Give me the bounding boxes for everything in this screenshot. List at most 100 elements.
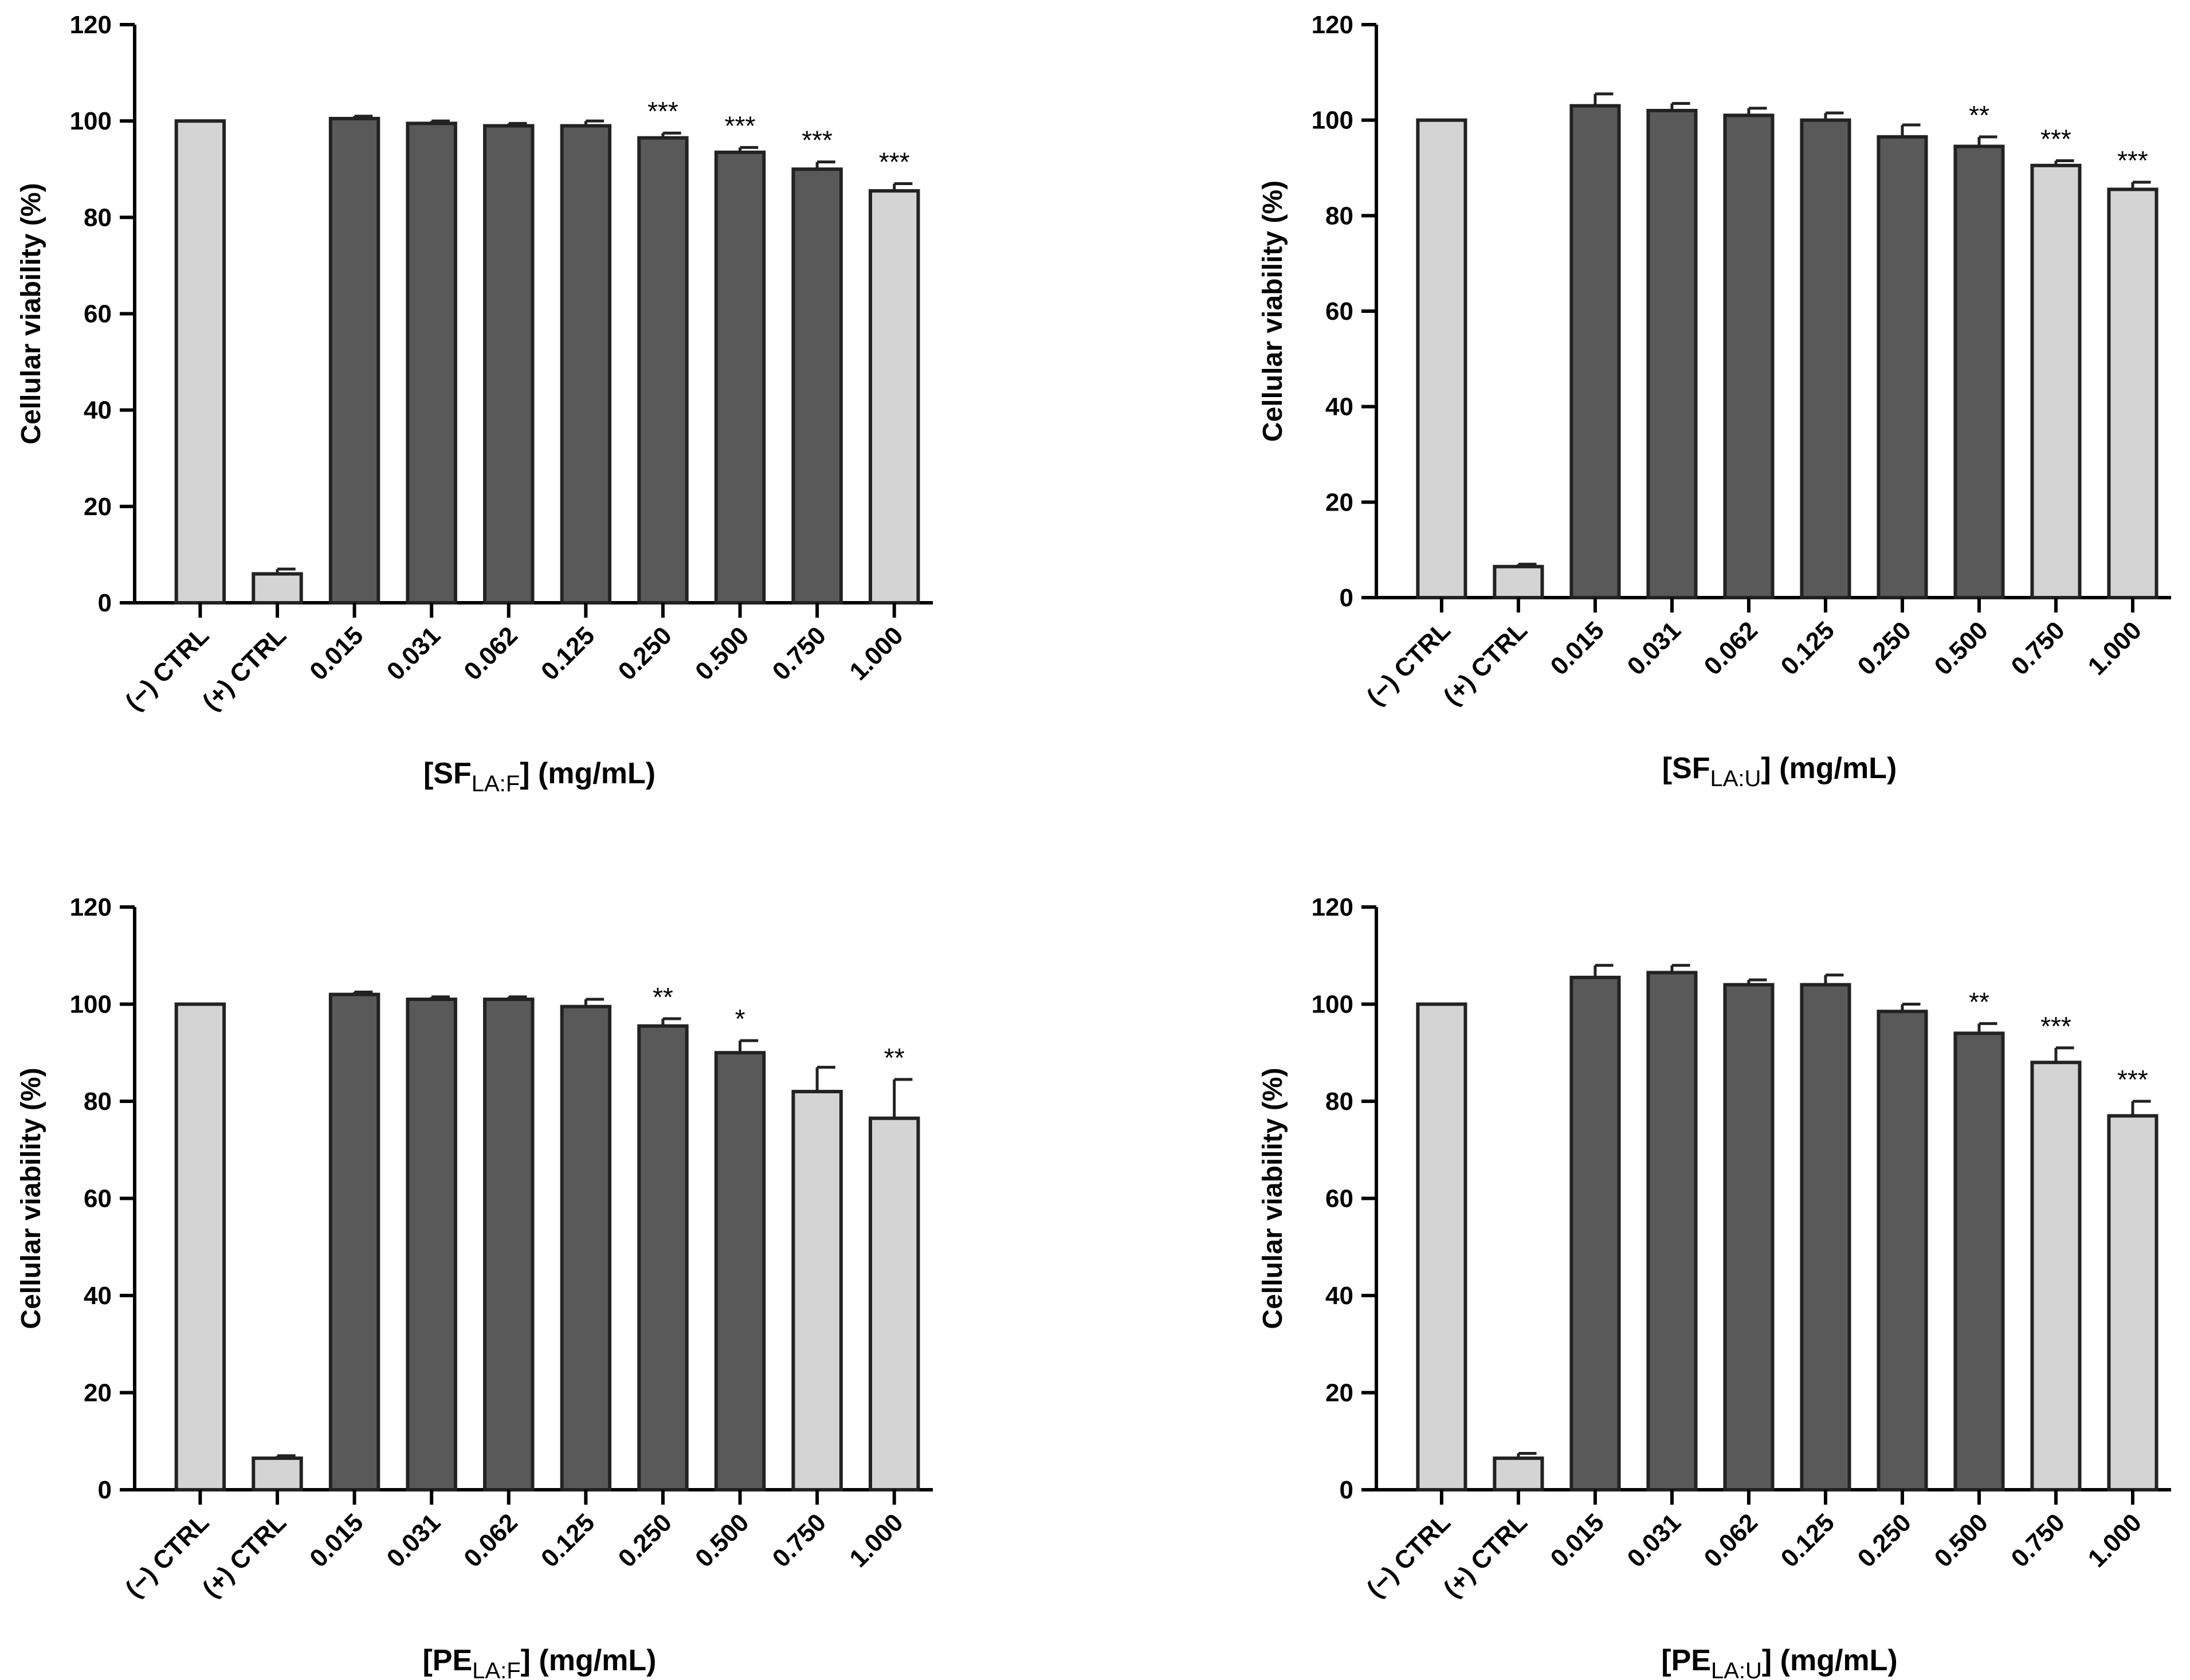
x-tick-label: 0.250 [1853,1508,1917,1573]
y-tick-label: 60 [84,300,112,328]
x-axis-label-main: [PE [1661,1644,1711,1677]
significance-label: ** [653,982,673,1012]
y-axis-label: Cellular viability (%) [1258,180,1288,442]
x-tick-label: 0.015 [304,1508,369,1573]
x-axis-label: [SFLA:F] (mg/mL) [423,757,656,796]
y-axis-label: Cellular viability (%) [1258,1067,1288,1329]
x-tick-label: (+) CTRL [197,1508,292,1603]
x-tick-label: 0.500 [690,1508,755,1573]
x-tick-label: 0.015 [304,621,369,686]
y-tick-label: 40 [84,1282,112,1310]
bar [1493,564,1544,599]
significance-label: *** [879,147,910,176]
y-tick-label: 100 [1312,991,1353,1019]
y-tick-label: 120 [70,11,112,39]
bar [1953,1031,2005,1492]
bar [560,124,612,605]
x-axis-label: [SFLA:U] (mg/mL) [1662,752,1897,791]
x-tick-label: (−) CTRL [120,1508,214,1603]
x-tick-label: 0.750 [2006,616,2071,681]
x-tick-label: (−) CTRL [120,621,214,716]
x-tick-label: 0.062 [1699,1508,1764,1573]
x-tick-label: 0.125 [536,1508,601,1573]
bar [406,121,457,605]
bar [1723,113,1775,600]
chart-svg: 0 20 40 60 80 100 120 Cellular viability (%) (−)… [1258,893,2171,1680]
y-tick-label: 0 [1340,584,1353,612]
x-tick-label: 0.031 [382,621,446,686]
x-tick-label: 0.015 [1545,1508,1610,1573]
bar [1569,975,1621,1491]
x-tick-label: 0.031 [1622,616,1687,681]
chart-svg: 0 20 40 60 80 100 120 Cellular viability (%) (−)… [1258,11,2171,791]
x-axis-label-subscript: LA:U [1710,766,1761,791]
y-tick-label: 120 [1312,893,1353,921]
bar [1877,135,1928,600]
bar [252,1456,303,1491]
x-axis-label-subscript: LA:F [472,771,520,796]
y-tick-label: 80 [84,203,112,231]
bar [483,998,535,1491]
x-tick-label: (−) CTRL [1361,616,1456,711]
bar [483,124,535,605]
y-tick-label: 0 [1340,1476,1353,1504]
x-tick-label: 0.750 [767,621,832,686]
bar [868,1116,920,1492]
bar [1416,118,1467,599]
bar [637,1024,689,1491]
x-tick-label: (+) CTRL [1438,616,1533,711]
y-tick-label: 120 [1312,11,1353,39]
chart-panel-pe-la-f: 0 20 40 60 80 100 120 Cellular viability (%) (−)… [0,840,1095,1680]
x-tick-label: 1.000 [844,1508,909,1573]
bar [2030,1061,2082,1491]
significance-label: ** [1969,987,1989,1016]
x-tick-label: 0.062 [458,1508,523,1573]
significance-label: *** [2040,124,2071,154]
y-tick-label: 100 [70,991,112,1019]
significance-label: *** [802,125,833,155]
y-tick-label: 20 [84,493,112,521]
chart-svg: 0 20 40 60 80 100 120 Cellular viability (%) (−)… [16,11,933,796]
x-tick-label: 1.000 [844,621,909,686]
x-tick-label: 0.500 [690,621,755,686]
y-tick-label: 60 [1325,1185,1353,1213]
x-tick-label: 0.250 [613,1508,678,1573]
y-tick-label: 80 [1325,1088,1353,1116]
bar [252,572,303,605]
y-tick-label: 40 [84,397,112,425]
x-tick-label: 0.500 [1929,616,1994,681]
x-tick-label: 0.250 [613,621,678,686]
bar [2107,1114,2158,1491]
x-tick-label: (+) CTRL [197,621,292,716]
bar [1569,104,1621,599]
y-tick-label: 40 [1325,393,1353,421]
bar [1800,118,1851,599]
y-tick-label: 20 [1325,488,1353,516]
x-axis-label-rest: ] (mg/mL) [520,757,656,790]
x-tick-label: (+) CTRL [1438,1508,1533,1603]
x-axis-label: [PELA:U] (mg/mL) [1661,1644,1897,1680]
bar [328,116,380,605]
x-axis-label-main: [SF [423,757,472,790]
bar [637,136,689,605]
x-axis-label-subscript: LA:U [1711,1658,1762,1680]
bar [868,189,920,605]
bar [1953,144,2005,599]
y-tick-label: 0 [98,589,112,617]
significance-label: * [735,1004,745,1034]
y-tick-label: 80 [1325,202,1353,230]
chart-panel-sf-la-u: 0 20 40 60 80 100 120 Cellular viability (%) (−)… [1095,0,2190,840]
bar [1416,1002,1467,1491]
x-tick-label: 0.062 [458,621,523,686]
x-tick-label: 0.031 [1622,1508,1687,1573]
x-tick-label: 1.000 [2083,1508,2148,1573]
chart-svg: 0 20 40 60 80 100 120 Cellular viability (%) (−)… [16,893,933,1680]
bar [1877,1010,1928,1491]
y-tick-label: 120 [70,893,112,921]
bar [560,1004,612,1491]
x-axis-label-rest: ] (mg/mL) [1761,752,1897,785]
bar [328,992,380,1491]
significance-label: *** [2117,146,2148,175]
bar [791,167,843,605]
